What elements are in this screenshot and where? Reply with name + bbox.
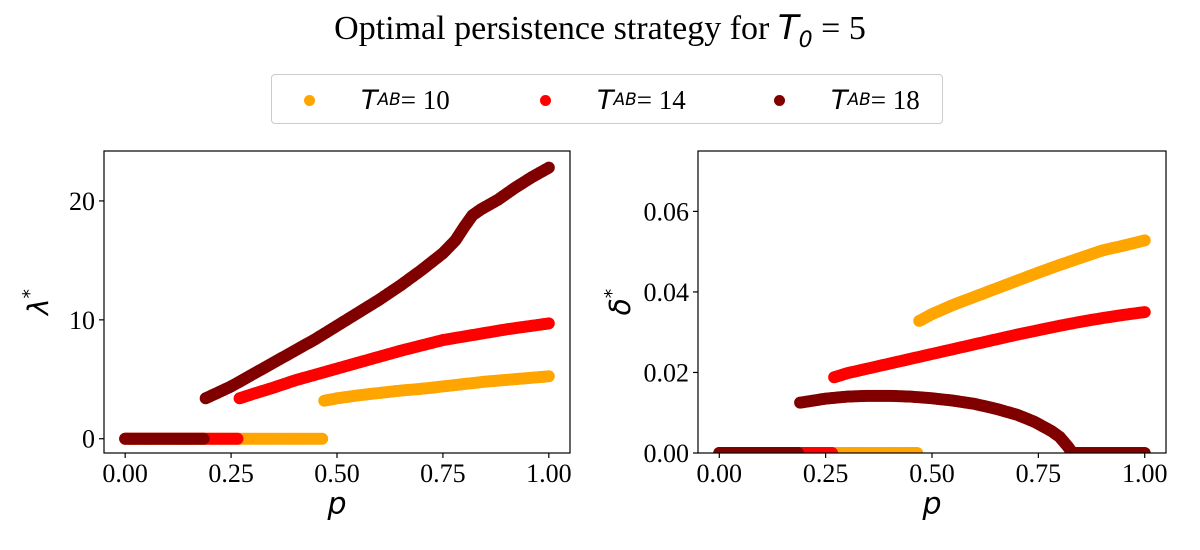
chart-title: Optimal persistence strategy for T0 = 5: [334, 8, 866, 53]
legend-label-tab18: = 18: [870, 84, 920, 115]
point-series-3: [197, 432, 210, 445]
title-variable: T: [777, 8, 799, 48]
y-axis-label: λ*: [19, 289, 55, 317]
data-points: [713, 234, 1151, 453]
y-tick-label: 0.02: [644, 358, 690, 387]
y-axis-label: δ*: [601, 289, 637, 316]
legend-marker-tab18: [774, 94, 785, 106]
x-tick-label: 1.00: [526, 459, 572, 488]
point-series-1: [542, 370, 555, 383]
legend-item-tab10: T AB = 10: [304, 83, 450, 117]
y-tick-label: 0.04: [644, 278, 690, 307]
legend-item-tab14: T AB = 14: [540, 83, 686, 117]
y-tick-label: 10: [69, 306, 95, 335]
legend-label-tab14: = 14: [636, 84, 686, 115]
x-tick-label: 0.25: [208, 459, 254, 488]
chart-panel-2: 0.00 0.25 0.50 0.75 1.00 0.00 0.02 0.04 0.06 p δ*: [601, 150, 1168, 522]
x-tick-label: 0.50: [314, 459, 360, 488]
x-axis-label: p: [326, 487, 346, 522]
point-series-2: [826, 447, 839, 453]
data-points: [119, 161, 555, 445]
y-tick-label: 0.06: [644, 197, 690, 226]
y-tick-label: 20: [69, 187, 95, 216]
legend-item-tab18: T AB = 18: [774, 83, 920, 117]
y-tick-label: 0.00: [644, 439, 690, 468]
legend-marker-tab10: [304, 94, 315, 106]
point-series-1: [1138, 234, 1151, 247]
x-tick-label: 0.25: [803, 459, 849, 488]
x-tick-label: 0.50: [909, 459, 955, 488]
point-series-3: [1138, 447, 1151, 453]
point-series-2: [231, 432, 244, 445]
chart-panel-1: 0.00 0.25 0.50 0.75 1.00 0 10 20 p λ*: [19, 150, 572, 522]
x-axis-label: p: [921, 487, 941, 522]
legend: T AB = 10 T AB = 14 T AB = 18: [271, 74, 943, 124]
x-tick-label: 0.75: [1016, 459, 1062, 488]
legend-label-tab10: = 10: [400, 84, 450, 115]
x-tick-label: 0.75: [420, 459, 466, 488]
axes-frame: [697, 150, 1167, 454]
point-series-3: [542, 161, 555, 174]
x-tick-label: 0.00: [102, 459, 148, 488]
x-tick-label: 0.00: [697, 459, 743, 488]
point-series-3: [791, 447, 804, 453]
legend-marker-tab14: [540, 94, 551, 106]
point-series-1: [316, 432, 329, 445]
x-tick-label: 1.00: [1122, 459, 1168, 488]
y-tick-label: 0: [82, 425, 95, 454]
point-series-1: [911, 447, 924, 453]
title-subscript: 0: [798, 27, 813, 53]
point-series-2: [542, 317, 555, 330]
point-series-2: [1138, 306, 1151, 319]
